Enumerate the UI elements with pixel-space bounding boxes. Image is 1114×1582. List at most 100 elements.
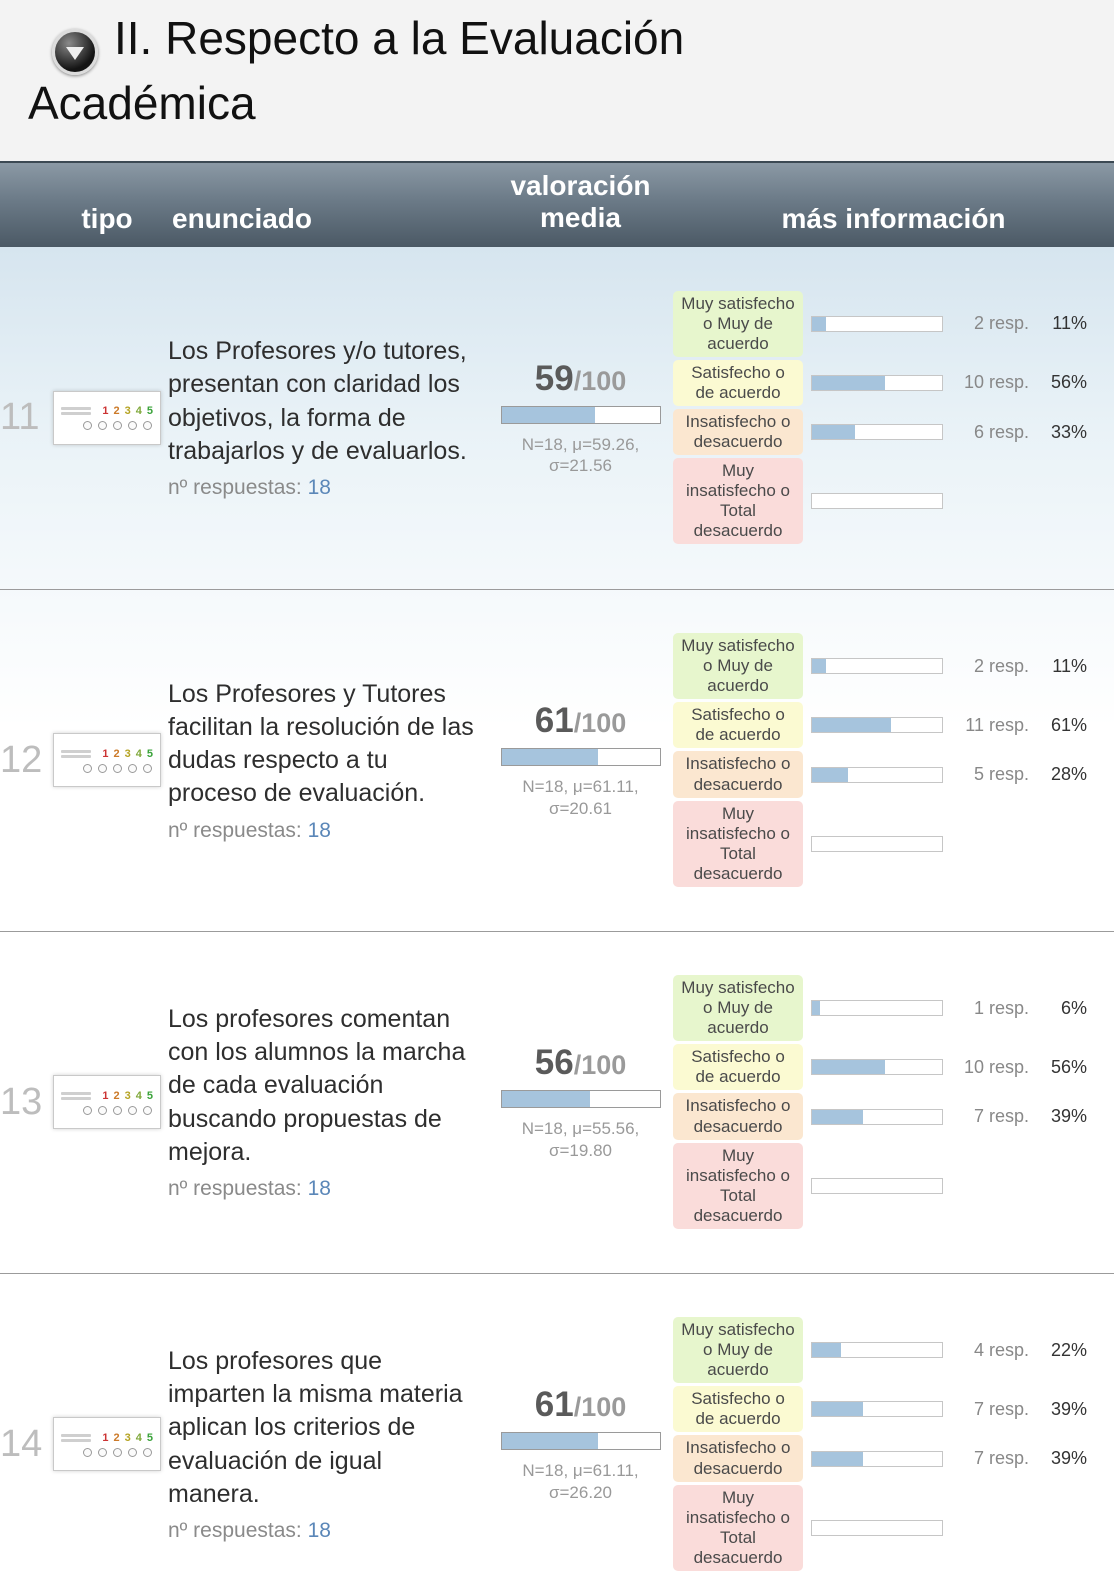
responses-count-link[interactable]: 18 — [307, 818, 331, 842]
responses-label: nº respuestas: — [168, 476, 302, 499]
response-bar — [811, 717, 943, 734]
response-bar-fill — [812, 375, 885, 390]
page-title-text: II. Respecto a la Evaluación Académica — [28, 12, 685, 129]
response-count: 10 resp. — [963, 1056, 1029, 1077]
rating-scale-thumbnail: 1 2 3 4 5 — [53, 1417, 161, 1471]
score-bar-fill — [501, 1433, 598, 1450]
response-count: 5 resp. — [973, 764, 1029, 785]
tipo-cell: 1 2 3 4 5 — [46, 1417, 168, 1471]
score-bar — [500, 405, 661, 424]
response-bar-fill — [812, 1451, 863, 1466]
category-label: Muy satisfecho o Muy de acuerdo — [673, 290, 803, 357]
response-bar — [811, 1342, 943, 1359]
rating-digit: 1 — [102, 747, 109, 760]
response-bar — [811, 1000, 943, 1017]
rating-digit: 2 — [113, 1089, 120, 1102]
radio-icon — [113, 763, 122, 773]
header-enunciado: enunciado — [172, 202, 313, 234]
score-bar-fill — [501, 1091, 590, 1108]
score-cell: 61/100 N=18, μ=61.11, σ=26.20 — [488, 1385, 673, 1503]
response-bar-fill — [812, 659, 827, 674]
response-bar-fill — [812, 1343, 841, 1358]
response-bar — [811, 1401, 943, 1418]
rating-digit: 5 — [146, 1089, 153, 1102]
answer-row: Muy satisfecho o Muy de acuerdo 2 resp. … — [673, 290, 1102, 357]
response-percent: 56% — [1050, 372, 1087, 393]
response-count: 1 resp. — [973, 997, 1029, 1018]
answer-row: Satisfecho o de acuerdo 7 resp. 39% — [673, 1386, 1102, 1433]
score-bar — [500, 748, 661, 767]
responses-count-link[interactable]: 18 — [307, 1177, 331, 1201]
score-bar — [500, 1090, 661, 1109]
response-percent: 33% — [1050, 421, 1087, 442]
rating-digit: 2 — [113, 747, 120, 760]
response-bar — [811, 766, 943, 783]
answer-row: Insatisfecho o desacuerdo 5 resp. 28% — [673, 751, 1102, 798]
response-bar — [811, 1519, 943, 1536]
rating-digit: 5 — [146, 405, 153, 417]
results-table: 11 1 2 3 4 5 — [0, 246, 1114, 1582]
radio-icon — [83, 421, 92, 430]
responses-line: nº respuestas: 18 — [168, 476, 478, 500]
row-number: 11 — [0, 396, 40, 438]
category-label: Muy insatisfecho o Total desacuerdo — [673, 1142, 803, 1229]
response-bar — [811, 835, 943, 852]
mas-informacion-cell: Muy satisfecho o Muy de acuerdo 2 resp. … — [673, 288, 1114, 548]
category-label: Muy satisfecho o Muy de acuerdo — [673, 975, 803, 1042]
collapse-toggle-icon[interactable] — [52, 29, 98, 75]
rating-radio-row — [83, 1447, 153, 1457]
rating-scale-thumbnail: 1 2 3 4 5 — [53, 1075, 161, 1129]
response-bar-fill — [812, 316, 827, 331]
responses-line: nº respuestas: 18 — [168, 1177, 478, 1201]
response-bar-fill — [812, 1402, 863, 1417]
answer-row: Muy insatisfecho o Total desacuerdo — [673, 1142, 1102, 1229]
rating-digit: 3 — [124, 1089, 131, 1102]
response-bar — [811, 1177, 943, 1194]
score-bar-fill — [501, 406, 595, 423]
rating-digit: 2 — [113, 1431, 120, 1444]
answer-row: Muy insatisfecho o Total desacuerdo — [673, 458, 1102, 545]
score-value: 59 — [534, 358, 574, 398]
category-label: Muy satisfecho o Muy de acuerdo — [673, 633, 803, 700]
answer-row: Satisfecho o de acuerdo 11 resp. 61% — [673, 702, 1102, 749]
score-bar-fill — [501, 749, 598, 766]
radio-icon — [113, 1105, 122, 1115]
response-percent: 6% — [1060, 997, 1087, 1018]
rating-digit: 5 — [146, 747, 153, 760]
answer-row: Insatisfecho o desacuerdo 6 resp. 33% — [673, 408, 1102, 456]
category-label: Insatisfecho o desacuerdo — [673, 751, 803, 798]
responses-label: nº respuestas: — [168, 818, 302, 842]
mas-informacion-cell: Muy satisfecho o Muy de acuerdo 2 resp. … — [673, 630, 1114, 890]
response-bar-fill — [812, 718, 892, 733]
score-max: /100 — [573, 365, 627, 396]
responses-label: nº respuestas: — [168, 1519, 302, 1543]
row-number: 13 — [0, 1080, 43, 1123]
radio-icon — [128, 421, 137, 430]
score-line: 56/100 — [488, 1043, 673, 1083]
header-tipo: tipo — [81, 202, 133, 234]
rating-digit: 4 — [135, 747, 142, 760]
triangle-down-icon — [66, 47, 84, 60]
score-max: /100 — [573, 708, 627, 739]
page-title: II. Respecto a la Evaluación Académica — [28, 10, 908, 133]
responses-count-link[interactable]: 18 — [307, 476, 331, 499]
answer-row: Satisfecho o de acuerdo 10 resp. 56% — [673, 359, 1102, 406]
score-value: 61 — [534, 701, 574, 741]
score-value: 56 — [534, 1043, 574, 1083]
header-valoracion-media: valoración media — [510, 170, 651, 234]
response-bar — [811, 658, 943, 675]
thumbnail-caption-blur — [61, 1090, 91, 1102]
table-header: tipo enunciado valoración media más info… — [0, 160, 1114, 247]
rating-radio-row — [83, 421, 153, 430]
responses-count-link[interactable]: 18 — [307, 1519, 331, 1543]
category-label: Muy insatisfecho o Total desacuerdo — [673, 800, 803, 887]
answer-row: Muy satisfecho o Muy de acuerdo 4 resp. … — [673, 1317, 1102, 1384]
score-line: 61/100 — [488, 701, 673, 741]
response-count: 2 resp. — [973, 313, 1029, 334]
responses-line: nº respuestas: 18 — [168, 1519, 478, 1543]
rating-digit: 2 — [113, 405, 120, 417]
response-bar — [811, 1108, 943, 1125]
tipo-cell: 1 2 3 4 5 — [46, 733, 168, 787]
table-row: 12 1 2 3 4 5 — [0, 588, 1114, 931]
